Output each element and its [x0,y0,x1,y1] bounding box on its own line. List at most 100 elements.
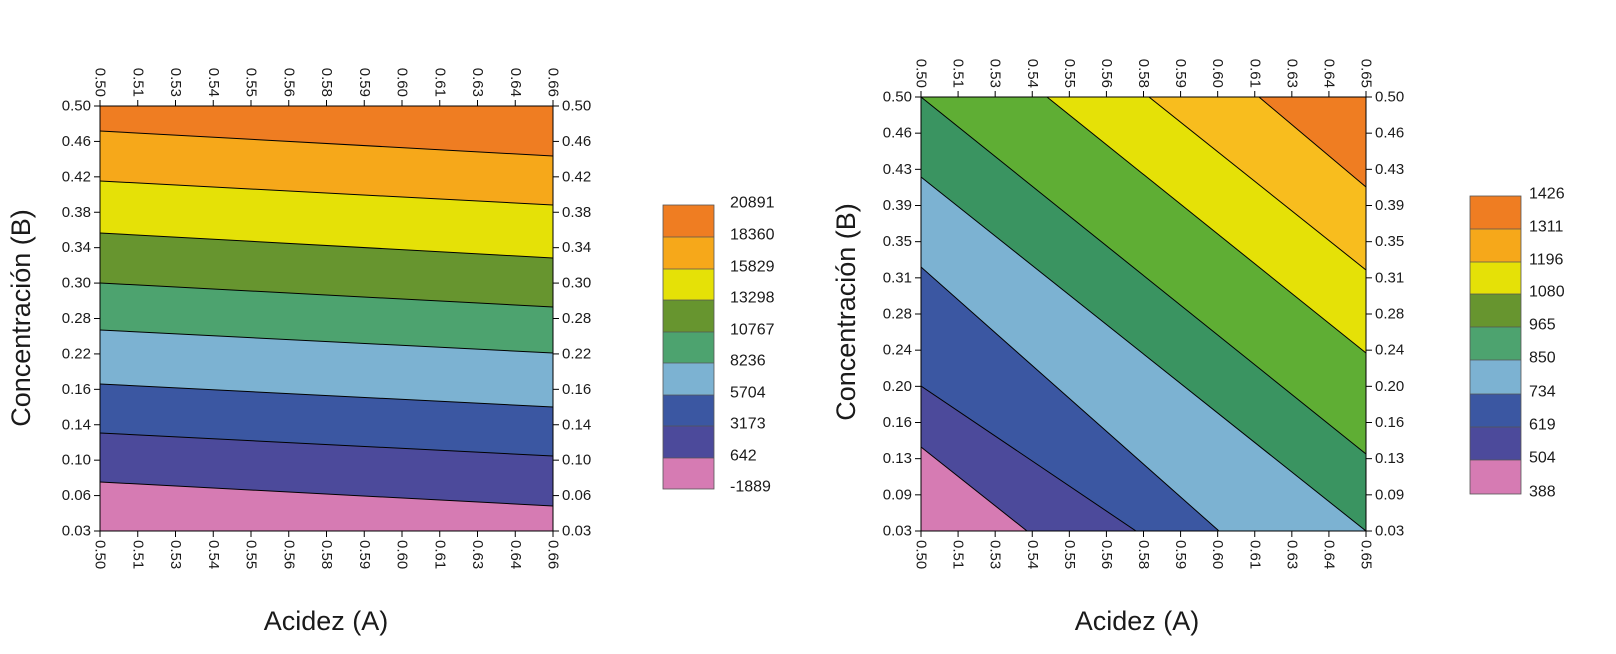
x-tick-label-top: 0.59 [356,68,373,97]
x-tick-label-bottom: 0.56 [1098,540,1115,569]
right-contour-line [1148,97,1366,271]
x-tick-label-bottom: 0.61 [1246,540,1263,569]
y-tick-label-right: 0.30 [562,275,591,292]
x-tick-label-bottom: 0.59 [356,540,373,569]
legend-level-label: 388 [1529,484,1556,501]
y-tick-label-right: 0.28 [562,310,591,327]
y-tick-label-left: 0.30 [62,275,91,292]
y-tick-label-right: 0.03 [1375,523,1404,540]
y-tick-label-right: 0.39 [1375,197,1404,214]
y-tick-label-right: 0.46 [562,133,591,150]
y-tick-label-left: 0.38 [62,204,91,221]
x-tick-label-top: 0.53 [987,59,1004,88]
y-tick-label-left: 0.10 [62,452,91,469]
x-tick-label-top: 0.51 [950,59,967,88]
right-y-axis-title: Concentración (B) [831,203,861,421]
x-tick-label-bottom: 0.54 [205,540,222,569]
y-tick-label-left: 0.20 [883,378,912,395]
x-tick-label-bottom: 0.55 [243,540,260,569]
x-tick-label-top: 0.63 [1283,59,1300,88]
left-contour-line [100,282,553,308]
x-tick-label-bottom: 0.61 [431,540,448,569]
legend-level-label: 8236 [730,353,766,370]
x-tick-label-top: 0.56 [1098,59,1115,88]
left-legend-swatch [663,426,714,458]
left-legend-swatch [663,237,714,269]
x-tick-label-top: 0.65 [1358,59,1375,88]
left-y-axis-title: Concentración (B) [6,209,36,427]
left-contour-line [100,180,553,206]
left-contour-chart: 0.500.500.510.510.530.530.540.540.550.55… [6,68,775,636]
x-tick-label-top: 0.63 [469,68,486,97]
x-tick-label-top: 0.60 [1209,59,1226,88]
y-tick-label-right: 0.42 [562,168,591,185]
left-legend: 20891 18360 15829 13298 10767 8236 5704 3173 642… [662,195,775,496]
legend-level-label: 642 [730,448,757,465]
y-tick-label-right: 0.03 [562,523,591,540]
y-tick-label-left: 0.03 [62,523,91,540]
y-tick-label-left: 0.22 [62,345,91,362]
x-tick-label-top: 0.55 [1061,59,1078,88]
x-tick-label-bottom: 0.63 [469,540,486,569]
right-legend-swatch [1470,360,1521,394]
x-tick-label-bottom: 0.51 [129,540,146,569]
x-tick-label-bottom: 0.64 [1320,540,1337,569]
y-tick-label-right: 0.28 [1375,306,1404,323]
x-tick-label-top: 0.53 [167,68,184,97]
legend-level-label: 965 [1529,317,1556,334]
right-contour-line [921,176,1366,531]
y-tick-label-right: 0.20 [1375,378,1404,395]
legend-level-label: 13298 [730,290,775,307]
right-legend-swatch [1470,262,1521,294]
x-tick-label-bottom: 0.65 [1358,540,1375,569]
left-contour-line [100,329,553,354]
right-contour-bands [921,97,1366,531]
y-tick-label-right: 0.35 [1375,233,1404,250]
left-tick-labels: 0.500.500.510.510.530.530.540.540.550.55… [62,68,591,569]
legend-level-label: 5704 [730,385,766,402]
right-legend-swatch [1470,327,1521,360]
x-tick-label-bottom: 0.51 [950,540,967,569]
y-tick-label-right: 0.34 [562,239,591,256]
x-tick-label-top: 0.61 [1246,59,1263,88]
x-tick-label-top: 0.50 [913,59,930,88]
y-tick-label-left: 0.28 [62,310,91,327]
left-legend-swatch [663,205,714,237]
x-tick-label-top: 0.51 [129,68,146,97]
right-contour-line [921,446,1028,531]
y-tick-label-left: 0.28 [883,306,912,323]
y-tick-label-right: 0.22 [562,345,591,362]
y-tick-label-left: 0.43 [883,161,912,178]
x-tick-label-bottom: 0.60 [394,540,411,569]
legend-level-label: 10767 [730,322,775,339]
y-tick-label-right: 0.13 [1375,450,1404,467]
left-contour-line [100,232,553,259]
legend-level-label: 15829 [730,259,775,276]
left-contour-line [100,481,553,507]
right-contour-chart: 0.500.500.510.510.530.530.540.540.550.55… [831,59,1565,636]
left-contour-lines [100,130,553,507]
x-tick-label-top: 0.61 [431,68,448,97]
legend-level-label: 1080 [1529,284,1565,301]
x-tick-label-bottom: 0.64 [507,540,524,569]
x-tick-label-bottom: 0.56 [280,540,297,569]
legend-level-label: 504 [1529,450,1556,467]
x-tick-label-top: 0.60 [394,68,411,97]
y-tick-label-left: 0.16 [883,414,912,431]
x-tick-label-top: 0.55 [243,68,260,97]
left-legend-swatch [663,300,714,332]
right-legend-swatch [1470,294,1521,327]
right-contour-line [921,97,1366,455]
y-tick-label-left: 0.16 [62,381,91,398]
y-tick-label-right: 0.16 [1375,414,1404,431]
y-tick-label-right: 0.06 [562,487,591,504]
y-tick-label-right: 0.50 [1375,89,1404,106]
x-tick-label-top: 0.66 [545,68,562,97]
x-tick-label-top: 0.64 [507,68,524,97]
y-tick-label-right: 0.31 [1375,269,1404,286]
right-legend-swatch [1470,394,1521,427]
y-tick-label-left: 0.34 [62,239,91,256]
y-tick-label-left: 0.14 [62,416,91,433]
right-contour-lines [921,97,1366,531]
legend-level-label: -1889 [730,479,771,496]
